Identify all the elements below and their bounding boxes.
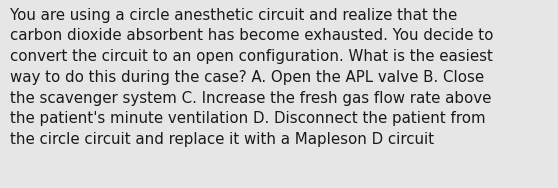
Text: You are using a circle anesthetic circuit and realize that the
carbon dioxide ab: You are using a circle anesthetic circui… <box>10 8 493 147</box>
